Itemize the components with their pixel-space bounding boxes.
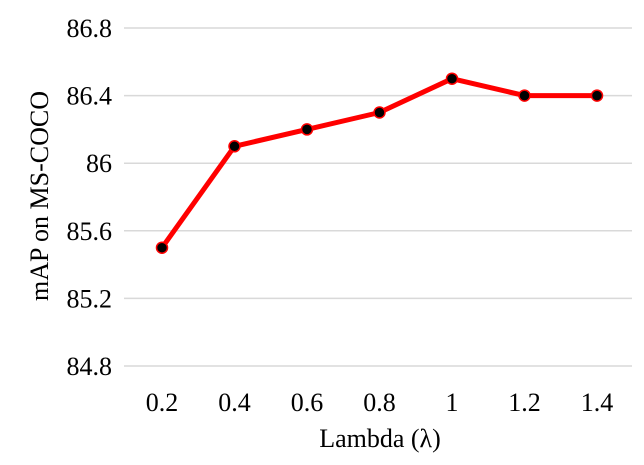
x-tick-label: 0.2 xyxy=(146,388,179,417)
x-tick-label: 1.4 xyxy=(581,388,614,417)
y-tick-label: 85.6 xyxy=(67,217,113,246)
x-tick-label: 0.4 xyxy=(218,388,251,417)
x-tick-label: 1.2 xyxy=(508,388,541,417)
data-point xyxy=(590,89,604,102)
x-axis-title: Lambda (λ) xyxy=(319,424,441,453)
data-point xyxy=(300,123,314,136)
y-axis-title: mAP on MS-COCO xyxy=(25,91,54,301)
gridlines xyxy=(124,27,632,367)
x-tick-label: 0.6 xyxy=(291,388,324,417)
data-points xyxy=(155,72,604,254)
data-point xyxy=(518,89,531,102)
data-point xyxy=(373,106,386,119)
x-tick-label: 0.8 xyxy=(363,388,396,417)
x-tick-label: 1 xyxy=(446,388,459,417)
y-tick-label: 85.2 xyxy=(67,284,113,313)
y-tick-label: 86 xyxy=(86,149,112,178)
data-point xyxy=(445,72,459,85)
y-tick-label: 84.8 xyxy=(67,352,113,381)
y-tick-label: 86.8 xyxy=(67,14,113,43)
x-tick-labels: 0.2 0.4 0.6 0.8 1 1.2 1.4 xyxy=(146,388,614,417)
data-point xyxy=(155,241,169,254)
data-point xyxy=(228,140,241,153)
y-tick-label: 86.4 xyxy=(67,82,113,111)
y-tick-labels: 84.8 85.2 85.6 86 86.4 86.8 xyxy=(67,14,113,381)
